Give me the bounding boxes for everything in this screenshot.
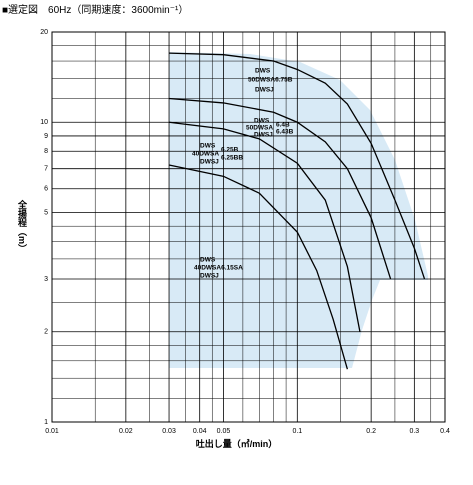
curve-label: DWS [200, 257, 216, 264]
x-tick-label: 0.02 [119, 428, 133, 435]
x-tick-label: 0.4 [440, 428, 450, 435]
curve-label: 6.25BB [221, 155, 243, 162]
operating-range [169, 52, 428, 368]
plot-frame [51, 31, 446, 423]
y-tick-label: 5 [44, 209, 48, 216]
curve-label: DWSJ [200, 159, 219, 166]
curve-label: 6.43B [276, 129, 294, 136]
y-tick-label: 6 [44, 186, 48, 193]
curve-label: 50DWSA [246, 125, 273, 132]
curve-label: 40DWSA [192, 151, 219, 158]
curve-label: 40DWSA6.15SA [194, 265, 243, 272]
y-tick-label: 2 [44, 329, 48, 336]
y-axis-label: 全揚程（m） [17, 200, 27, 254]
curve-label: DWSJ [255, 87, 274, 94]
x-tick-label: 0.01 [45, 428, 59, 435]
curve-label: DWS [254, 118, 270, 125]
pump-curve [168, 121, 361, 332]
y-tick-label: 7 [44, 166, 48, 173]
curve-label: 50DWSA6.75B [248, 77, 293, 84]
y-tick-label: 10 [40, 119, 48, 126]
curve-label: 6.25B [221, 147, 239, 154]
y-tick-label: 3 [44, 276, 48, 283]
y-tick-label: 20 [40, 29, 48, 36]
chart-title: ■選定図 60Hz（同期速度：3600min⁻¹） [2, 5, 189, 16]
x-tick-label: 0.3 [409, 428, 419, 435]
y-tick-label: 8 [44, 148, 48, 155]
x-tick-label: 0.2 [366, 428, 376, 435]
x-axis-label: 吐出し量（㎥/min） [195, 439, 278, 449]
x-tick-label: 0.1 [292, 428, 302, 435]
y-tick-label: 9 [44, 133, 48, 140]
curve-label: DWS [255, 68, 271, 75]
x-tick-label: 0.05 [217, 428, 231, 435]
pump-curve [169, 52, 426, 280]
x-tick-label: 0.04 [193, 428, 207, 435]
y-tick-label: 1 [44, 419, 48, 426]
curve-label: DWSJ [200, 273, 219, 280]
pump-curve [168, 97, 392, 280]
pump-curve [168, 164, 349, 370]
curve-label: 6.4B [276, 122, 290, 129]
curve-label: DWSJ [254, 132, 273, 139]
x-tick-label: 0.03 [162, 428, 176, 435]
curve-label: DWS [200, 143, 216, 150]
